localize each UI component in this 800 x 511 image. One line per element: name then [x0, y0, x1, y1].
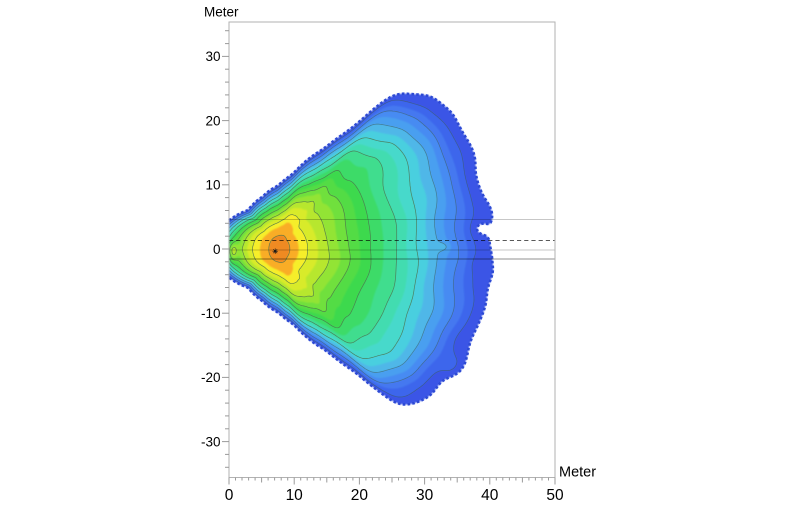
svg-text:10: 10 [205, 178, 220, 193]
svg-text:10: 10 [286, 487, 304, 504]
svg-text:0: 0 [225, 487, 234, 504]
svg-text:0: 0 [213, 242, 221, 257]
svg-text:-30: -30 [201, 434, 221, 449]
svg-text:40: 40 [481, 487, 499, 504]
svg-text:-10: -10 [201, 306, 221, 321]
svg-text:30: 30 [205, 49, 220, 64]
svg-text:20: 20 [205, 113, 220, 128]
svg-text:Meter: Meter [204, 5, 239, 20]
svg-text:-20: -20 [201, 370, 221, 385]
svg-text:20: 20 [351, 487, 369, 504]
svg-text:Meter: Meter [559, 465, 596, 481]
svg-text:50: 50 [546, 487, 564, 504]
svg-text:30: 30 [416, 487, 434, 504]
